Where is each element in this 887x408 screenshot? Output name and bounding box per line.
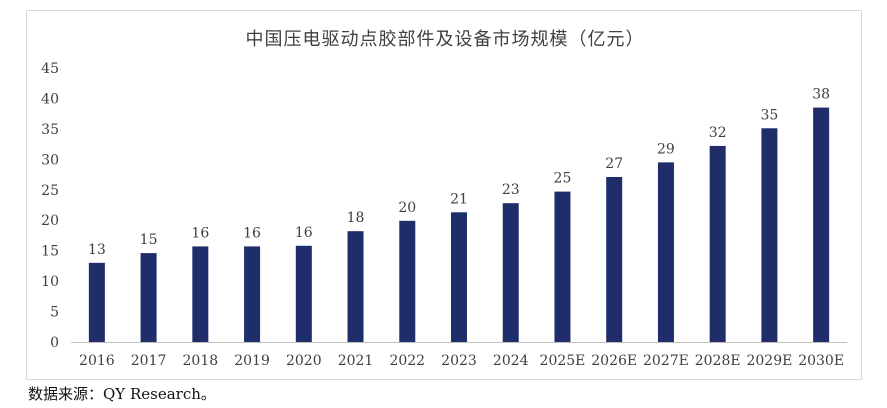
bar-chart: 0510152025303540451320161520171620181620…	[41, 61, 847, 369]
bar	[140, 253, 157, 342]
bar	[295, 245, 312, 342]
bar	[502, 203, 519, 342]
bar	[399, 220, 416, 342]
bar	[657, 162, 674, 342]
x-tick-label: 2029E	[746, 353, 792, 369]
y-tick-label: 35	[41, 122, 59, 138]
y-tick-label: 30	[41, 152, 59, 168]
bar	[451, 212, 467, 342]
y-tick-label: 25	[41, 183, 59, 199]
data-label: 15	[140, 232, 158, 248]
data-label: 18	[347, 210, 365, 226]
bar	[606, 176, 623, 342]
x-tick-label: 2022	[389, 353, 425, 369]
data-label: 38	[812, 87, 830, 103]
data-label: 16	[191, 225, 209, 241]
data-label: 29	[657, 141, 675, 157]
x-tick-label: 2018	[183, 353, 219, 369]
x-tick-label: 2026E	[591, 353, 637, 369]
y-tick-label: 10	[41, 274, 59, 290]
x-tick-label: 2025E	[540, 353, 586, 369]
x-tick-label: 2019	[234, 353, 270, 369]
data-label: 21	[450, 191, 468, 207]
data-label: 20	[398, 200, 416, 216]
chart-title: 中国压电驱动点胶部件及设备市场规模（亿元）	[245, 29, 645, 50]
x-tick-label: 2021	[338, 353, 374, 369]
x-tick-label: 2016	[79, 353, 115, 369]
source-note: 数据来源：QY Research。	[28, 385, 216, 403]
chart-frame: 中国压电驱动点胶部件及设备市场规模（亿元） 0 5 10 15 20 25 30 35 40 45…	[26, 10, 862, 380]
data-label: 13	[88, 242, 106, 258]
y-tick-label: 40	[41, 91, 59, 107]
y-tick-label: 5	[50, 305, 59, 321]
data-label: 25	[554, 171, 572, 187]
data-label: 16	[295, 225, 313, 241]
x-tick-label: 2023	[441, 353, 477, 369]
data-label: 23	[502, 182, 520, 198]
x-tick-label: 2024	[493, 353, 529, 369]
data-label: 32	[709, 125, 727, 141]
y-tick-label: 0	[50, 335, 59, 351]
bar	[88, 262, 105, 342]
bar	[192, 246, 209, 342]
x-tick-label: 2027E	[643, 353, 689, 369]
data-label: 35	[760, 107, 778, 123]
bar	[813, 107, 830, 342]
x-tick-label: 2017	[131, 353, 167, 369]
bar	[347, 231, 364, 342]
bar	[244, 246, 261, 342]
y-tick-label: 20	[41, 213, 59, 229]
bar	[761, 128, 778, 342]
x-tick-label: 2028E	[695, 353, 741, 369]
x-tick-label: 2020	[286, 353, 322, 369]
y-tick-label: 15	[41, 244, 59, 260]
y-tick-label: 45	[41, 61, 59, 77]
x-tick-label: 2030E	[798, 353, 844, 369]
bar	[709, 145, 726, 342]
data-label: 16	[243, 225, 261, 241]
data-label: 27	[605, 156, 623, 172]
bar	[554, 191, 571, 342]
